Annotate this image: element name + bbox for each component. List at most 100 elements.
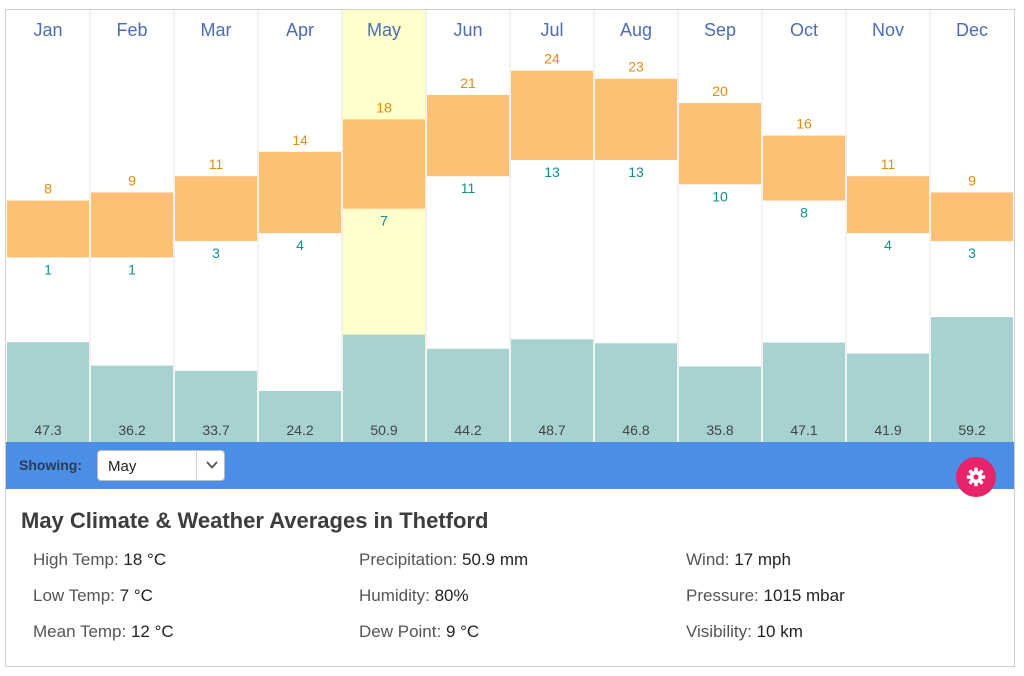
stat-label: Low Temp:: [33, 586, 115, 605]
month-label: Nov: [872, 20, 904, 40]
stat-humidity: Humidity: 80%: [359, 586, 469, 606]
temp-range-bar: [259, 151, 341, 234]
stat-low-temp: Low Temp: 7 °C: [33, 586, 153, 606]
temp-range-bar: [763, 135, 845, 201]
month-label: Apr: [286, 20, 314, 40]
precip-label: 48.7: [538, 422, 565, 438]
stat-dew-point: Dew Point: 9 °C: [359, 622, 479, 642]
temp-range-bar: [343, 119, 425, 209]
stat-label: High Temp:: [33, 550, 119, 569]
precip-bar: [931, 317, 1013, 442]
low-temp-label: 7: [380, 213, 388, 229]
precip-bar: [511, 339, 593, 442]
month-label: Jan: [33, 20, 62, 40]
stat-label: Humidity:: [359, 586, 430, 605]
stat-label: Pressure:: [686, 586, 759, 605]
stat-value: 7 °C: [119, 586, 153, 605]
month-label: Jun: [453, 20, 482, 40]
low-temp-label: 3: [968, 245, 976, 261]
low-temp-label: 3: [212, 245, 220, 261]
stat-value: 80%: [434, 586, 469, 605]
summary-title: May Climate & Weather Averages in Thetfo…: [21, 508, 489, 533]
temp-range-bar: [175, 176, 257, 242]
showing-bar: Showing: May: [6, 442, 1014, 489]
stat-value: 18 °C: [123, 550, 167, 569]
month-label: Aug: [620, 20, 652, 40]
temp-range-bar: [595, 78, 677, 160]
precip-bar: [91, 365, 173, 442]
low-temp-label: 13: [628, 164, 644, 180]
stat-high-temp: High Temp: 18 °C: [33, 550, 166, 570]
low-temp-label: 4: [884, 237, 892, 253]
low-temp-label: 1: [128, 261, 136, 277]
stat-value: 9 °C: [445, 622, 480, 641]
stat-pressure: Pressure: 1015 mbar: [686, 586, 845, 606]
month-label: Jul: [540, 20, 563, 40]
temp-range-bar: [679, 103, 761, 185]
month-label: May: [367, 20, 401, 40]
precip-bar: [7, 342, 89, 442]
stat-mean-temp: Mean Temp: 12 °C: [33, 622, 174, 642]
low-temp-label: 11: [461, 180, 476, 196]
precip-bar: [427, 348, 509, 442]
precip-label: 47.3: [34, 422, 61, 438]
showing-label: Showing:: [19, 457, 82, 473]
chevron-down-icon: [206, 461, 218, 469]
settings-button[interactable]: [956, 457, 996, 497]
high-temp-label: 20: [712, 83, 728, 99]
stat-value: 12 °C: [130, 622, 174, 641]
stat-label: Dew Point:: [359, 622, 442, 641]
precip-label: 44.2: [454, 422, 481, 438]
high-temp-label: 11: [881, 156, 896, 172]
stat-label: Wind:: [686, 550, 730, 569]
precip-label: 36.2: [118, 422, 145, 438]
temp-range-bar: [91, 192, 173, 258]
month-label: Mar: [201, 20, 232, 40]
low-temp-label: 4: [296, 237, 304, 253]
month-select[interactable]: May: [97, 450, 225, 481]
precip-label: 46.8: [622, 422, 649, 438]
temp-range-bar: [511, 70, 593, 160]
select-divider: [196, 451, 197, 480]
month-label: Oct: [790, 20, 818, 40]
climate-widget: Jan 8 1 47.3 Feb 9 1 36.2 Mar 11 3 33.7 Apr 14 4 24.2 Ma…: [5, 9, 1015, 667]
low-temp-label: 8: [800, 205, 808, 221]
stat-wind: Wind: 17 mph: [686, 550, 791, 570]
high-temp-label: 18: [376, 99, 392, 115]
high-temp-label: 23: [628, 59, 644, 75]
precip-bar: [847, 353, 929, 442]
high-temp-label: 8: [44, 181, 52, 197]
low-temp-label: 10: [712, 188, 728, 204]
temp-range-bar: [931, 192, 1013, 242]
month-select-value: May: [108, 458, 137, 475]
month-label: Sep: [704, 20, 736, 40]
stat-label: Visibility:: [686, 622, 752, 641]
high-temp-label: 24: [544, 51, 560, 67]
stat-visibility: Visibility: 10 km: [686, 622, 803, 642]
precip-label: 35.8: [706, 422, 733, 438]
precip-bar: [175, 370, 257, 442]
low-temp-label: 13: [544, 164, 560, 180]
gear-icon: [966, 467, 986, 487]
precip-bar: [343, 334, 425, 442]
stat-label: Precipitation:: [359, 550, 458, 569]
precip-label: 24.2: [286, 422, 313, 438]
precip-bar: [259, 390, 341, 442]
high-temp-label: 14: [292, 132, 308, 148]
precip-label: 47.1: [790, 422, 817, 438]
stat-precipitation: Precipitation: 50.9 mm: [359, 550, 528, 570]
precip-label: 41.9: [874, 422, 901, 438]
precip-label: 33.7: [202, 422, 229, 438]
stat-value: 1015 mbar: [763, 586, 845, 605]
low-temp-label: 1: [44, 261, 52, 277]
high-temp-label: 9: [968, 172, 976, 188]
precip-label: 59.2: [958, 422, 985, 438]
month-label: Dec: [956, 20, 988, 40]
precip-label: 50.9: [370, 422, 397, 438]
stat-label: Mean Temp:: [33, 622, 127, 641]
high-temp-label: 21: [460, 75, 476, 91]
stat-value: 17 mph: [734, 550, 791, 569]
high-temp-label: 16: [796, 116, 812, 132]
precip-bar: [679, 366, 761, 442]
temp-range-bar: [427, 94, 509, 177]
